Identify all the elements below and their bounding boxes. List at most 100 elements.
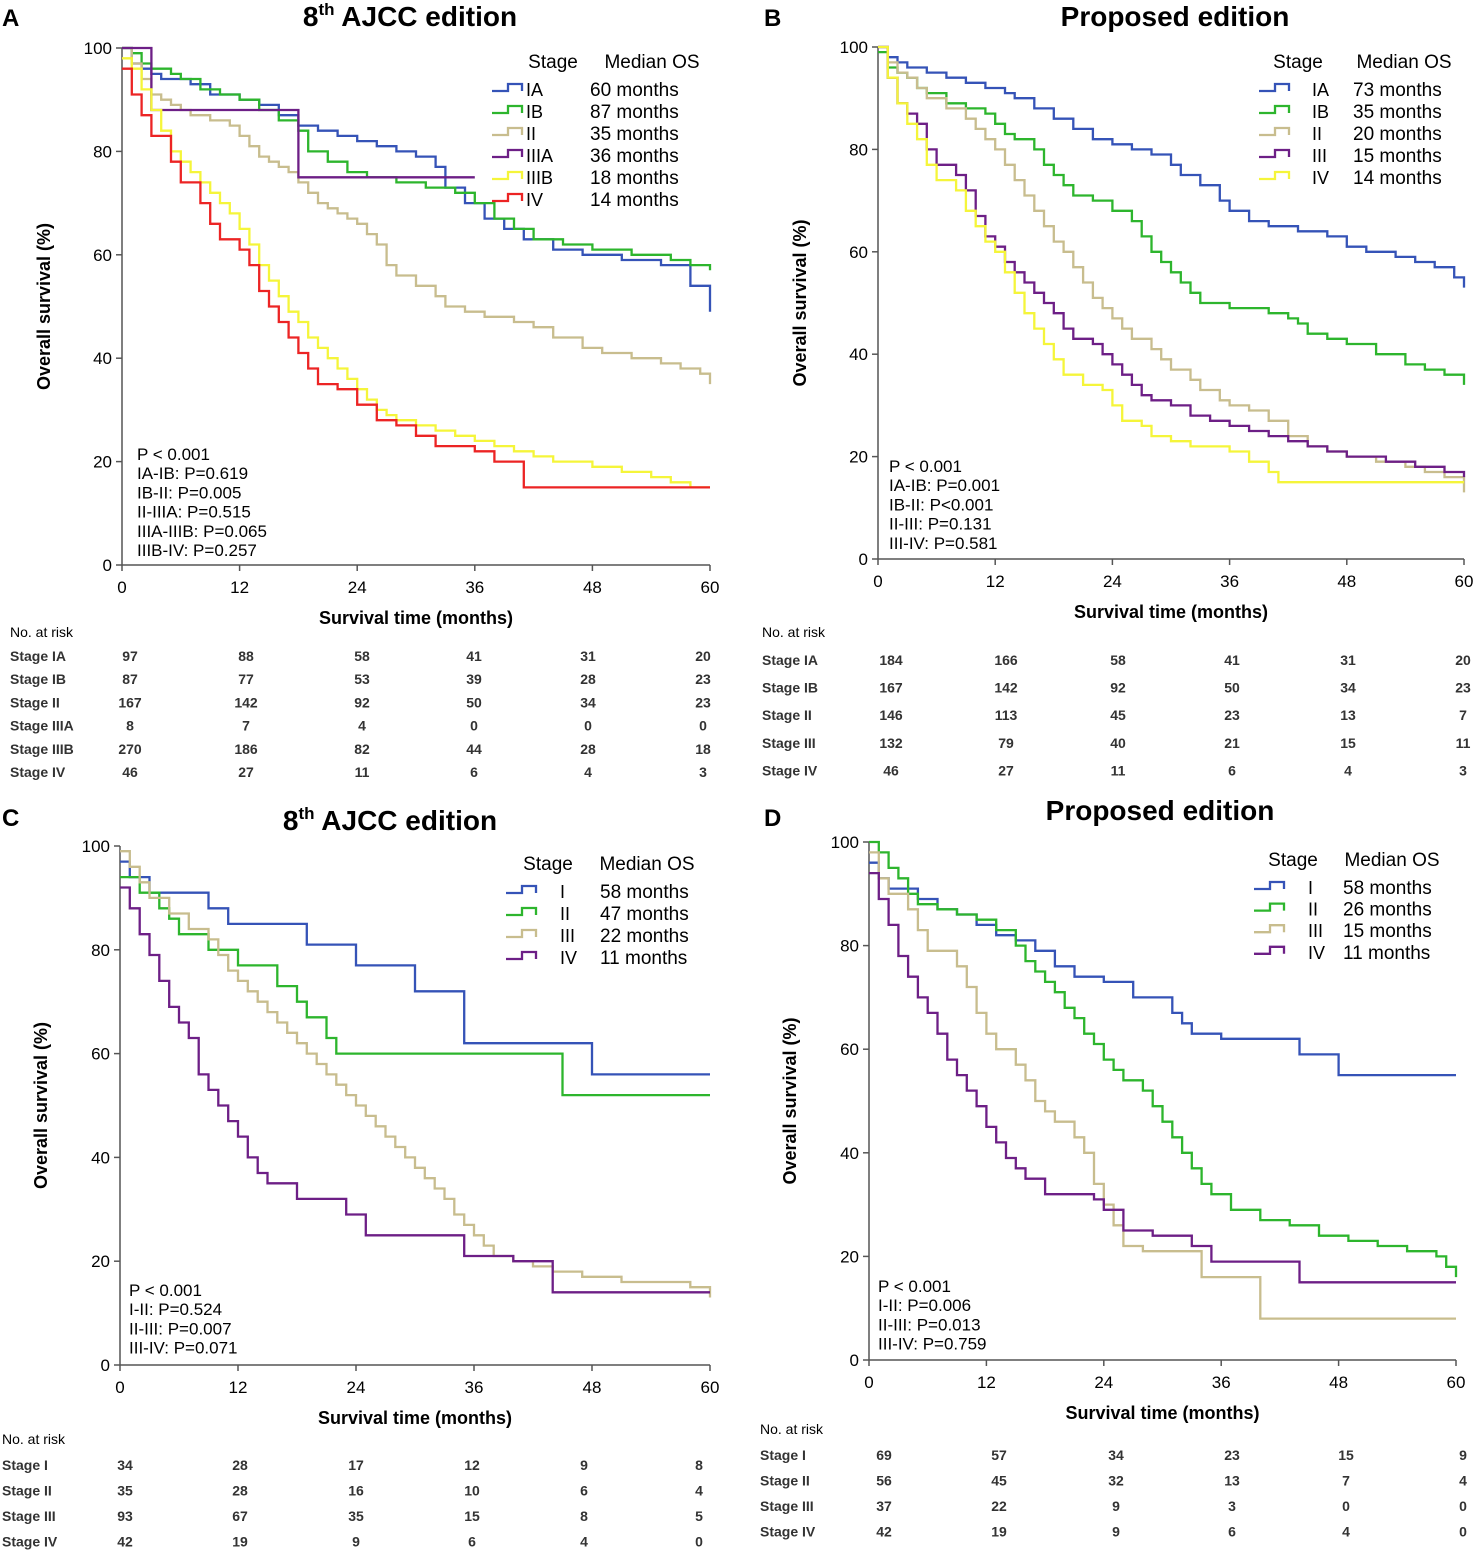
risk-cell-value: 56 — [876, 1473, 892, 1489]
x-tick-label: 48 — [1337, 572, 1356, 591]
series-line-iiib — [122, 57, 710, 489]
legend-stage-label: III — [1308, 921, 1323, 941]
p-value-annotation: III-IV: P=0.071 — [129, 1339, 238, 1358]
risk-cell-value: 27 — [238, 764, 254, 780]
risk-cell-value: 34 — [580, 694, 596, 710]
risk-cell-value: 12 — [464, 1457, 480, 1473]
x-axis-title: Survival time (months) — [1065, 1403, 1259, 1423]
x-tick-label: 60 — [701, 578, 720, 597]
legend-swatch-iiia — [492, 148, 524, 159]
legend-header-stage: Stage — [1268, 850, 1318, 871]
chart-title-superscript: th — [319, 0, 335, 19]
risk-cell-value: 41 — [1224, 652, 1240, 668]
legend-stage-label: IV — [526, 190, 543, 210]
p-value-annotation: P < 0.001 — [878, 1277, 951, 1296]
risk-cell-value: 0 — [699, 718, 707, 734]
risk-cell-value: 9 — [1112, 1498, 1120, 1514]
x-tick-label: 48 — [583, 578, 602, 597]
risk-cell-value: 58 — [354, 648, 370, 664]
risk-row-label: Stage II — [2, 1483, 52, 1499]
y-tick-label: 40 — [93, 349, 112, 368]
x-tick-label: 36 — [1212, 1373, 1231, 1392]
p-value-annotation: P < 0.001 — [137, 445, 210, 464]
risk-cell-value: 4 — [580, 1534, 588, 1550]
risk-cell-value: 41 — [466, 648, 482, 664]
x-tick-label: 48 — [583, 1378, 602, 1397]
x-tick-label: 36 — [465, 1378, 484, 1397]
y-tick-label: 100 — [84, 39, 112, 58]
risk-row-label: Stage IA — [762, 652, 818, 668]
risk-cell-value: 9 — [352, 1534, 360, 1550]
legend-header-stage: Stage — [1273, 52, 1323, 73]
legend-median-value: 22 months — [600, 926, 689, 947]
legend-stage-label: II — [560, 904, 570, 924]
risk-cell-value: 6 — [468, 1534, 476, 1550]
legend-median-value: 18 months — [590, 168, 679, 189]
risk-cell-value: 23 — [1224, 707, 1240, 723]
risk-cell-value: 8 — [126, 718, 134, 734]
legend-stage-label: IB — [1312, 102, 1329, 122]
x-tick-label: 24 — [1103, 572, 1122, 591]
chart-title-base: 8 — [303, 1, 319, 32]
legend-median-value: 35 months — [590, 124, 679, 145]
y-axis-title: Overall survival (%) — [31, 1022, 51, 1189]
risk-cell-value: 31 — [1340, 652, 1356, 668]
legend-header-median: Median OS — [604, 52, 699, 73]
y-tick-label: 80 — [849, 140, 868, 159]
series-line-iv — [878, 45, 1464, 484]
p-value-annotation: III-IV: P=0.581 — [889, 534, 998, 553]
risk-row-label: Stage IIIB — [10, 741, 74, 757]
risk-cell-value: 44 — [466, 741, 482, 757]
risk-cell-value: 0 — [470, 718, 478, 734]
x-tick-label: 48 — [1329, 1373, 1348, 1392]
series-line-iiia — [122, 46, 475, 179]
risk-row-label: Stage IIIA — [10, 718, 74, 734]
risk-cell-value: 27 — [998, 762, 1014, 778]
risk-cell-value: 15 — [1340, 735, 1356, 751]
risk-cell-value: 6 — [1228, 1524, 1236, 1540]
x-axis-title: Survival time (months) — [1074, 602, 1268, 622]
legend-median-value: 15 months — [1353, 146, 1442, 167]
legend-stage-label: IA — [526, 80, 543, 100]
legend-median-value: 35 months — [1353, 102, 1442, 123]
p-value-annotation: I-II: P=0.006 — [878, 1296, 971, 1315]
panel-letter: C — [2, 805, 19, 832]
legend-stage-label: IIIB — [526, 168, 553, 188]
y-tick-label: 20 — [91, 1252, 110, 1271]
y-tick-label: 40 — [849, 345, 868, 364]
legend-swatch-ii — [492, 126, 524, 137]
x-axis-title: Survival time (months) — [318, 1408, 512, 1428]
risk-cell-value: 5 — [695, 1508, 703, 1524]
legend-median-value: 11 months — [600, 948, 687, 969]
y-axis-title: Overall survival (%) — [790, 219, 810, 386]
y-tick-label: 0 — [859, 550, 868, 569]
legend-median-value: 20 months — [1353, 124, 1442, 145]
risk-cell-value: 18 — [695, 741, 711, 757]
risk-cell-value: 6 — [1228, 762, 1236, 778]
risk-cell-value: 167 — [879, 680, 903, 696]
risk-cell-value: 16 — [348, 1483, 364, 1499]
legend-stage-label: I — [1308, 878, 1313, 898]
x-tick-label: 0 — [117, 578, 126, 597]
y-tick-label: 0 — [101, 1356, 110, 1375]
risk-cell-value: 167 — [118, 694, 142, 710]
risk-cell-value: 9 — [1112, 1524, 1120, 1540]
legend-stage-label: II — [526, 124, 536, 144]
chart-title-base: 8 — [283, 805, 299, 836]
risk-cell-value: 0 — [1342, 1498, 1350, 1514]
legend-stage-label: IV — [560, 948, 577, 968]
risk-cell-value: 4 — [584, 764, 592, 780]
risk-cell-value: 46 — [122, 764, 138, 780]
y-tick-label: 100 — [840, 38, 868, 57]
legend-median-value: 15 months — [1343, 921, 1432, 942]
risk-row-label: Stage IB — [762, 680, 818, 696]
chart-title-base: Proposed edition — [1061, 1, 1290, 32]
legend-median-value: 73 months — [1353, 80, 1442, 101]
x-tick-label: 12 — [986, 572, 1005, 591]
legend-swatch-iii — [1254, 924, 1286, 934]
risk-cell-value: 4 — [1459, 1473, 1467, 1489]
x-tick-label: 24 — [1094, 1373, 1113, 1392]
chart-title-base: Proposed edition — [1046, 795, 1275, 826]
risk-table-header: No. at risk — [2, 1431, 66, 1447]
